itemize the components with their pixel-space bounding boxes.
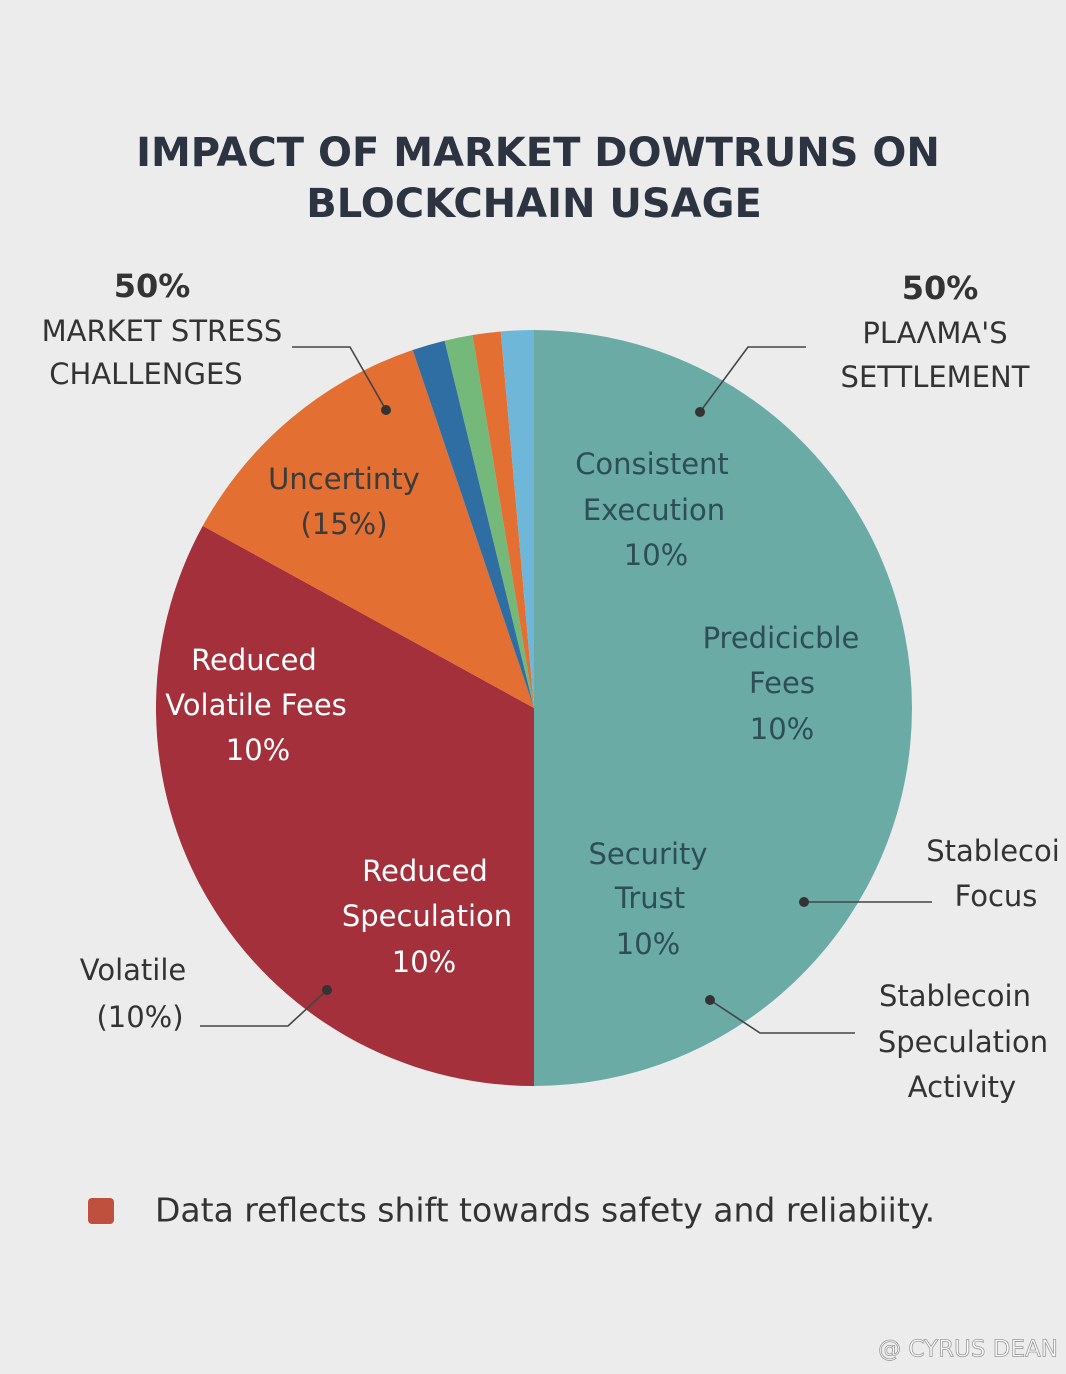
annotation: 10% bbox=[750, 712, 814, 746]
annotation: Stablecoi bbox=[926, 834, 1060, 868]
annotation: 10% bbox=[624, 538, 688, 572]
pie-slice bbox=[155, 525, 534, 1086]
annotation: 10% bbox=[616, 927, 680, 961]
annotation: CHALLENGES bbox=[49, 357, 242, 391]
annotation: PLAΛMA'S bbox=[862, 316, 1007, 350]
pie-slice bbox=[444, 335, 534, 708]
leader-dot bbox=[695, 407, 705, 417]
annotation: 50% bbox=[114, 267, 191, 305]
leader-dot bbox=[381, 405, 391, 415]
chart-title: BLOCKCHAIN USAGE bbox=[306, 181, 762, 227]
annotation: Speculation bbox=[878, 1025, 1048, 1059]
leader-line bbox=[200, 989, 328, 1027]
annotation: 50% bbox=[902, 269, 979, 307]
annotation: Uncertinty bbox=[268, 462, 420, 496]
annotation: Security bbox=[588, 837, 707, 871]
leader-line bbox=[699, 346, 806, 413]
annotations: 50% MARKET STRESS CHALLENGES 50% PLAΛMA'S SET… bbox=[42, 267, 1060, 1104]
chart-title: IMPACT OF MARKET DOWTRUNS ON bbox=[136, 130, 940, 176]
watermark: @ CYRUS DEAN bbox=[878, 1337, 1058, 1363]
annotation: Speculation bbox=[342, 899, 512, 933]
annotation: Execution bbox=[583, 493, 725, 527]
annotation: Consistent bbox=[575, 447, 729, 481]
leader-line bbox=[709, 999, 855, 1034]
leader-line bbox=[292, 346, 387, 411]
pie-slice bbox=[202, 349, 534, 708]
pie-slice bbox=[500, 330, 534, 708]
annotation: (15%) bbox=[300, 507, 387, 541]
annotation: Reduced bbox=[362, 854, 488, 888]
annotation: Stablecoin bbox=[879, 979, 1031, 1013]
pie-slice bbox=[472, 331, 534, 708]
annotation: Activity bbox=[908, 1070, 1016, 1104]
footnote-marker bbox=[88, 1198, 114, 1224]
annotation: Trust bbox=[614, 881, 685, 915]
leader-dot bbox=[799, 897, 809, 907]
annotation: Volatile bbox=[80, 953, 186, 987]
leader-dot bbox=[705, 995, 715, 1005]
leader-dot bbox=[322, 985, 332, 995]
annotation: MARKET STRESS bbox=[42, 314, 283, 348]
pie-slice bbox=[412, 340, 534, 708]
annotation: SETTLEMENT bbox=[841, 360, 1030, 394]
annotation: 10% bbox=[226, 733, 290, 767]
annotation: 10% bbox=[392, 945, 456, 979]
annotation: (10%) bbox=[96, 1000, 183, 1034]
annotation: Focus bbox=[955, 879, 1038, 913]
annotation: Reduced bbox=[191, 643, 317, 677]
pie bbox=[155, 330, 912, 1086]
annotation: Volatile Fees bbox=[165, 688, 347, 722]
annotation: Predicicble bbox=[703, 621, 860, 655]
pie-slice bbox=[534, 330, 912, 1086]
footnote: Data reflects shift towards safety and r… bbox=[155, 1191, 935, 1230]
annotation: Fees bbox=[749, 666, 815, 700]
